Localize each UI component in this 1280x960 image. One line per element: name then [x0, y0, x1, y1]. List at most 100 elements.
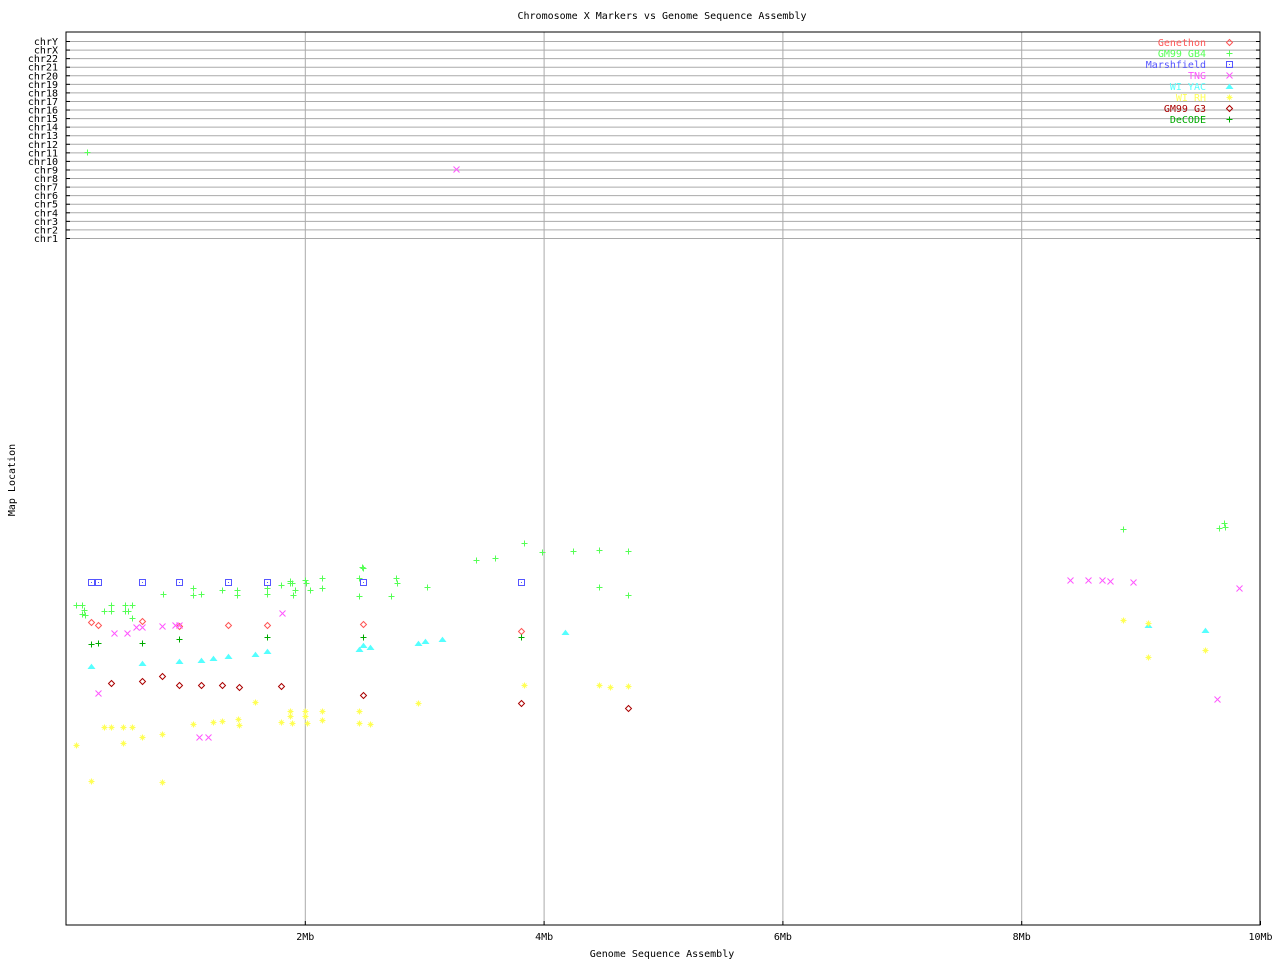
marker-stroke	[253, 700, 258, 705]
point-wi-rh	[219, 718, 226, 725]
point-wi-yac	[1201, 627, 1210, 633]
point-wi-rh	[319, 708, 326, 715]
point-wi-yac	[87, 663, 96, 669]
marker-stroke	[121, 741, 126, 746]
marker-shape	[624, 704, 633, 713]
marker-stroke	[121, 725, 126, 730]
y-tick-label: chr16	[28, 106, 58, 117]
point-genethon	[263, 621, 272, 630]
point-decode	[518, 634, 525, 641]
marker-shape	[263, 621, 272, 630]
legend-label-wi-rh: WI RH	[1176, 93, 1206, 104]
y-tick-label: chr18	[28, 88, 58, 99]
legend-marker-wi-rh	[1226, 94, 1233, 101]
point-marshfield	[95, 579, 102, 586]
legend-marker-gm99-gb4	[1226, 50, 1233, 57]
marker-shape	[1225, 104, 1234, 113]
point-gm99-gb4	[292, 587, 299, 594]
marker-shape	[1201, 627, 1210, 633]
point-wi-rh	[190, 721, 197, 728]
marker-shape	[175, 658, 184, 664]
marker-dot	[228, 582, 229, 583]
legend-label-marshfield: Marshfield	[1146, 60, 1206, 71]
point-gm99-gb4	[319, 575, 326, 582]
point-wi-rh	[287, 713, 294, 720]
point-wi-rh	[625, 683, 632, 690]
marker-shape	[209, 655, 218, 661]
point-gm99-gb4	[278, 582, 285, 589]
point-gm99-gb4	[160, 591, 167, 598]
point-tng	[1099, 577, 1106, 584]
point-gm99-gb4	[81, 607, 88, 614]
marker-stroke	[453, 166, 460, 173]
point-gm99-gb4	[424, 584, 431, 591]
point-wi-rh	[521, 682, 528, 689]
marker-shape	[87, 618, 96, 627]
point-genethon	[94, 621, 103, 630]
point-gm99-gb4	[388, 593, 395, 600]
marker-stroke	[1203, 648, 1208, 653]
point-gm99-gb4	[393, 575, 400, 582]
point-tng	[111, 630, 118, 637]
y-tick-label: chr12	[28, 140, 58, 151]
point-gm99-gb4	[108, 608, 115, 615]
point-gm99-gb4	[1221, 520, 1228, 527]
point-gm99-gb4	[1222, 524, 1229, 531]
plot-frame	[65, 31, 1261, 926]
marker-shape	[138, 660, 147, 666]
point-wi-rh	[108, 724, 115, 731]
marker-stroke	[320, 709, 325, 714]
grid	[66, 32, 1260, 925]
point-genethon	[138, 617, 147, 626]
point-wi-rh	[319, 717, 326, 724]
marker-shape	[1226, 61, 1233, 68]
y-axis-label: Map Location	[7, 444, 18, 516]
y-tick-label: chrX	[34, 46, 58, 57]
y-tick-label: chrY	[34, 37, 58, 48]
point-tng	[124, 630, 131, 637]
point-wi-rh	[1120, 617, 1127, 624]
point-gm99-gb4	[356, 593, 363, 600]
marker-stroke	[1236, 585, 1243, 592]
point-wi-rh	[129, 724, 136, 731]
y-tick-label: chr17	[28, 97, 58, 108]
point-tng	[95, 690, 102, 697]
marker-shape	[225, 579, 232, 586]
point-wi-rh	[356, 720, 363, 727]
marker-shape	[175, 622, 184, 631]
point-tng	[159, 623, 166, 630]
point-tng	[139, 624, 146, 631]
marker-shape	[517, 627, 526, 636]
y-tick-label: chr8	[34, 174, 58, 185]
point-wi-yac	[224, 653, 233, 659]
point-tng	[1107, 578, 1114, 585]
point-gm99-gb4	[570, 548, 577, 555]
point-gm99-gb4	[625, 592, 632, 599]
point-wi-rh	[88, 778, 95, 785]
y-tick-label: chr1	[34, 234, 58, 245]
point-wi-yac	[438, 636, 447, 642]
point-genethon	[359, 620, 368, 629]
y-tick-label: chr5	[34, 200, 58, 211]
point-off-chromosome-chr9	[453, 166, 460, 173]
marker-shape	[175, 681, 184, 690]
point-wi-rh	[1145, 654, 1152, 661]
marker-dot	[91, 582, 92, 583]
point-gm99-gb4	[319, 585, 326, 592]
marker-shape	[359, 620, 368, 629]
marker-stroke	[176, 622, 183, 629]
marker-stroke	[133, 624, 140, 631]
y-tick-label: chr3	[34, 217, 58, 228]
point-genethon	[517, 627, 526, 636]
point-gm99-gb4	[625, 548, 632, 555]
point-marshfield	[88, 579, 95, 586]
marker-stroke	[290, 721, 295, 726]
marker-stroke	[191, 722, 196, 727]
x-tick-label: 10Mb	[1248, 932, 1272, 943]
y-tick-label: chr9	[34, 165, 58, 176]
point-gm99-gb4	[122, 602, 129, 609]
point-gm99-gb4	[190, 592, 197, 599]
marker-shape	[561, 629, 570, 635]
marker-stroke	[288, 714, 293, 719]
point-tng	[176, 622, 183, 629]
